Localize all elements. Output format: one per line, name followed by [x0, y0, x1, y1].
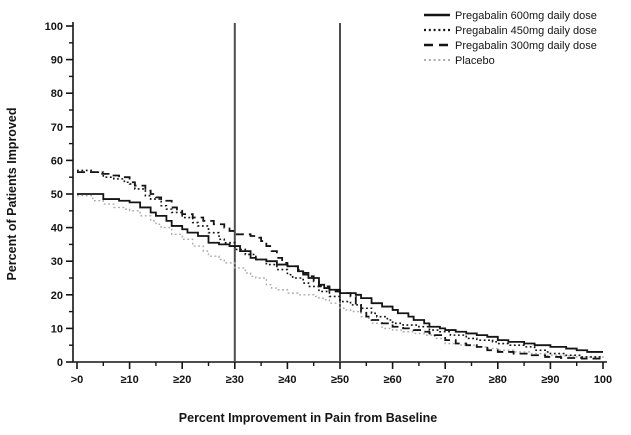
x-tick-label: ≥40 [278, 374, 296, 386]
x-tick-label: ≥10 [120, 374, 138, 386]
y-tick-label: 0 [57, 357, 63, 369]
x-tick-label: ≥30 [226, 374, 244, 386]
x-tick-label: ≥70 [436, 374, 454, 386]
y-tick-label: 20 [51, 290, 63, 302]
x-tick-label: ≥20 [173, 374, 191, 386]
series-lines [77, 169, 604, 360]
x-axis-title: Percent Improvement in Pain from Baselin… [179, 411, 437, 425]
series-line-pregabalin-450mg-daily-dose [77, 169, 603, 358]
series-line-pregabalin-300mg-daily-dose [77, 171, 603, 360]
x-tick-label: ≥80 [489, 374, 507, 386]
x-tick-label: >0 [71, 374, 84, 386]
y-tick-label: 50 [51, 189, 63, 201]
legend-label-pregabalin-300: Pregabalin 300mg daily dose [455, 40, 597, 52]
y-tick-label: 90 [51, 55, 63, 67]
tick-labels: 0 10 20 30 40 50 60 70 80 90 100 >0 ≥10 ≥20 ≥30 ≥40 ≥50 ≥… [45, 21, 613, 386]
y-tick-label: 30 [51, 256, 63, 268]
legend-label-pregabalin-450: Pregabalin 450mg daily dose [455, 25, 597, 37]
y-axis-title: Percent of Patients Improved [5, 108, 19, 281]
y-tick-label: 10 [51, 323, 63, 335]
y-tick-label: 40 [51, 223, 63, 235]
series-line-pregabalin-600mg-daily-dose [77, 193, 603, 353]
y-tick-label: 70 [51, 122, 63, 134]
y-tick-label: 80 [51, 88, 63, 100]
y-tick-label: 100 [45, 21, 63, 33]
x-tick-label: ≥90 [541, 374, 559, 386]
y-tick-label: 60 [51, 155, 63, 167]
legend-label-pregabalin-600: Pregabalin 600mg daily dose [455, 10, 597, 22]
x-tick-label: 100 [594, 374, 612, 386]
x-tick-label: ≥60 [383, 374, 401, 386]
x-tick-label: ≥50 [331, 374, 349, 386]
legend: Pregabalin 600mg daily dose Pregabalin 4… [424, 10, 597, 67]
axes [66, 22, 607, 369]
legend-label-placebo: Placebo [455, 55, 495, 67]
reference-lines [233, 23, 341, 361]
